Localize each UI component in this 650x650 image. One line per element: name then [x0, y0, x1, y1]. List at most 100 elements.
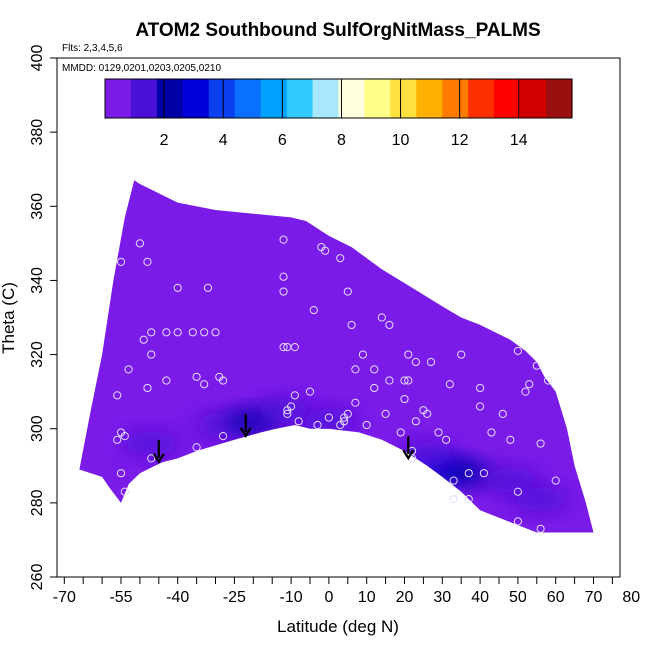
sample-point — [324, 413, 333, 422]
sample-point — [532, 361, 541, 370]
sample-point — [279, 235, 288, 244]
sample-point — [211, 328, 220, 337]
sample-point — [279, 343, 288, 352]
y-tick-label: 380 — [29, 119, 46, 146]
sample-point — [120, 432, 129, 441]
colorbar-tick-label: 14 — [510, 132, 528, 149]
x-tick-label: -40 — [166, 589, 189, 606]
sample-point — [321, 246, 330, 255]
y-tick-label: 300 — [29, 415, 46, 442]
sample-point — [476, 383, 485, 393]
sample-point — [419, 406, 428, 415]
sample-point — [476, 402, 485, 411]
x-axis: -70 -55 -40 -25 -10 0 10 20 30 40 50 60 70 80 — [53, 577, 640, 606]
sample-point — [173, 283, 182, 292]
sample-point — [200, 328, 209, 337]
sample-point — [313, 420, 322, 430]
colorbar-swatch — [312, 79, 340, 118]
colorbar-swatch — [156, 79, 184, 118]
colorbar-swatch — [390, 79, 417, 118]
sample-point — [162, 376, 171, 385]
x-axis-label: Latitude (deg N) — [277, 617, 399, 636]
colorbar: 2 4 6 8 10 12 14 — [104, 78, 573, 149]
chart-title: ATOM2 Southbound SulfOrgNitMass_PALMS — [135, 20, 540, 41]
colorbar-swatch — [260, 79, 288, 118]
sample-point — [377, 313, 386, 322]
colorbar-tick-label: 2 — [160, 132, 169, 149]
heatmap-hotspot — [482, 468, 539, 493]
sample-point — [404, 376, 413, 385]
colorbar-swatch — [364, 79, 391, 118]
sample-point — [336, 254, 345, 263]
x-tick-label: 40 — [471, 589, 489, 606]
y-tick-label: 360 — [29, 193, 46, 220]
colorbar-frame — [104, 78, 573, 119]
sample-point — [513, 517, 523, 526]
colorbar-swatch — [338, 79, 366, 118]
sample-point — [551, 476, 560, 485]
sample-point — [370, 383, 379, 393]
y-tick-label: 340 — [29, 267, 46, 294]
x-tick-label: -70 — [53, 589, 76, 606]
heatmap-hotspot — [123, 431, 180, 456]
sample-point — [192, 372, 201, 381]
x-tick-label: -10 — [280, 589, 303, 606]
y-axis: 260 280 300 320 340 360 380 400 — [29, 45, 57, 590]
sample-point — [385, 320, 394, 330]
sample-point — [457, 350, 466, 359]
heatmap-hotspot — [512, 487, 569, 512]
x-tick-label: -55 — [109, 589, 132, 606]
x-tick-label: 0 — [324, 589, 333, 606]
x-tick-label: 50 — [509, 589, 527, 606]
colorbar-tick-label: 4 — [219, 132, 228, 149]
sample-point — [218, 432, 228, 441]
arrow-marker — [402, 436, 415, 461]
sample-point — [147, 328, 156, 337]
sample-point — [479, 469, 488, 478]
sample-point — [351, 398, 360, 407]
sample-point — [339, 413, 349, 422]
y-tick-label: 320 — [29, 341, 46, 368]
sample-point — [498, 409, 507, 418]
sample-point — [203, 283, 213, 292]
sample-point — [358, 350, 368, 359]
sample-point — [404, 350, 413, 359]
sample-point — [521, 387, 530, 396]
sample-point — [449, 476, 458, 485]
sample-point — [411, 357, 420, 367]
sample-point — [513, 487, 523, 496]
sample-point — [283, 409, 292, 418]
sample-point — [544, 376, 553, 385]
colorbar-swatch — [468, 79, 495, 118]
sample-point — [343, 287, 352, 296]
sample-point — [309, 305, 318, 315]
colorbar-swatch — [416, 79, 443, 118]
colorbar-swatch — [105, 79, 132, 118]
colorbar-swatch — [546, 79, 573, 118]
sample-point — [200, 380, 209, 389]
sample-point — [162, 328, 171, 337]
sample-point — [396, 428, 405, 437]
sample-point — [116, 257, 126, 266]
sample-point — [464, 495, 473, 504]
sample-point — [116, 469, 126, 478]
colorbar-swatch — [520, 79, 547, 118]
sample-point — [294, 417, 303, 426]
colorbar-swatch — [130, 79, 158, 118]
sample-point — [283, 406, 292, 415]
sample-point — [441, 435, 451, 444]
sample-point — [385, 376, 394, 385]
sample-point — [445, 380, 454, 389]
y-tick-label: 400 — [29, 45, 46, 72]
sample-point — [411, 417, 420, 426]
heatmap-field — [79, 180, 594, 533]
x-tick-label: 80 — [622, 589, 640, 606]
colorbar-tick-label: 6 — [278, 132, 287, 149]
colorbar-swatch — [234, 79, 262, 118]
sample-point — [290, 343, 299, 352]
sample-point — [362, 420, 371, 430]
sample-point — [400, 394, 409, 404]
arrow-marker — [152, 439, 165, 464]
x-tick-label: 30 — [433, 589, 451, 606]
